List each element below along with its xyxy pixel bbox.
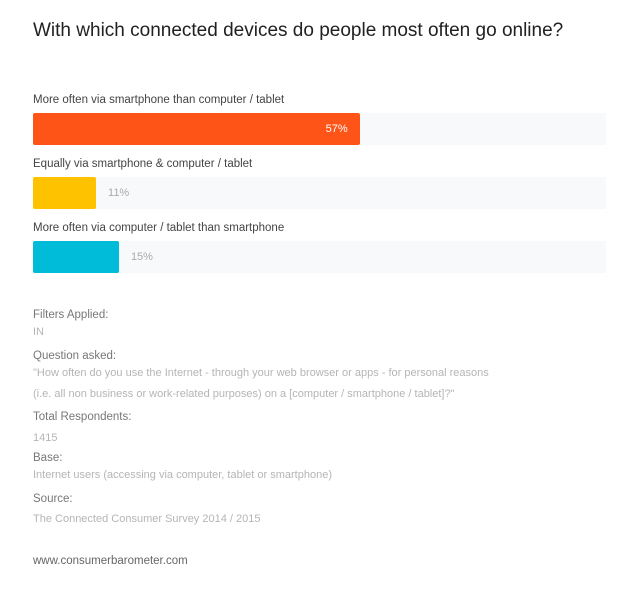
data-label: 11% [108, 187, 130, 199]
question-value: "How often do you use the Internet - thr… [33, 367, 489, 400]
respondents-label: Total Respondents: [33, 411, 132, 423]
category-label: More often via smartphone than computer … [33, 94, 285, 106]
filters-value: IN [33, 326, 44, 338]
data-label: 57% [325, 123, 348, 135]
bar [33, 113, 360, 145]
source-value: The Connected Consumer Survey 2014 / 201… [33, 513, 261, 525]
category-label: Equally via smartphone & computer / tabl… [33, 158, 253, 170]
question-label: Question asked: [33, 350, 117, 362]
footer-link[interactable]: www.consumerbarometer.com [33, 555, 188, 567]
base-label: Base: [33, 452, 63, 464]
data-label: 15% [130, 251, 153, 263]
category-label: More often via computer / tablet than sm… [33, 222, 285, 234]
bar-track: 57% [33, 113, 606, 145]
bar-track: 15% [33, 241, 606, 273]
base-value: Internet users (accessing via computer, … [33, 469, 332, 481]
source-label: Source: [33, 493, 73, 505]
bar [33, 241, 119, 273]
chart-title: With which connected devices do people m… [33, 20, 564, 41]
bar [33, 177, 97, 209]
bar-track: 11% [33, 177, 606, 209]
filters-label: Filters Applied: [33, 309, 109, 321]
respondents-value: 1415 [33, 432, 58, 444]
